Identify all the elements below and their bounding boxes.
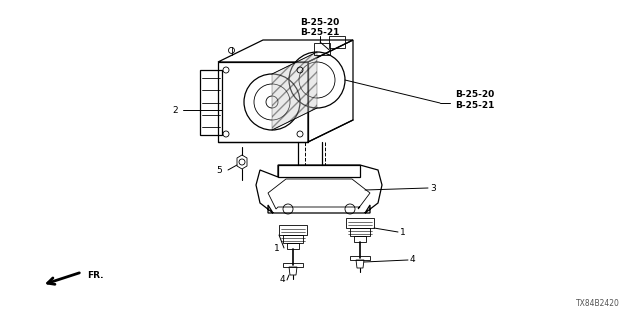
Text: B-25-20
B-25-21: B-25-20 B-25-21 <box>455 90 494 110</box>
Text: 5: 5 <box>216 165 222 174</box>
Text: 1: 1 <box>400 228 406 236</box>
Text: 4: 4 <box>410 255 415 265</box>
Text: B-25-20
B-25-21: B-25-20 B-25-21 <box>300 18 340 37</box>
Text: 2: 2 <box>172 106 178 115</box>
Polygon shape <box>272 52 317 130</box>
Text: TX84B2420: TX84B2420 <box>576 299 620 308</box>
Text: FR.: FR. <box>87 270 104 279</box>
Text: 3: 3 <box>430 183 436 193</box>
Text: 1: 1 <box>275 244 280 252</box>
Text: 4: 4 <box>280 276 285 284</box>
